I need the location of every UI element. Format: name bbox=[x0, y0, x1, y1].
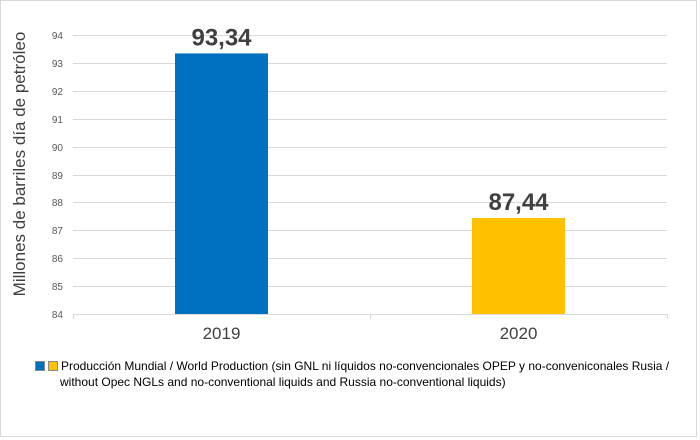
y-tick-label: 90 bbox=[52, 143, 64, 154]
legend-swatch-2019 bbox=[35, 361, 45, 371]
y-tick-label: 92 bbox=[52, 87, 64, 98]
x-tick-label: 2020 bbox=[500, 324, 538, 343]
y-tick-label: 85 bbox=[52, 282, 64, 293]
legend-text-line1: Producción Mundial / World Production (s… bbox=[61, 359, 670, 373]
y-tick-label: 93 bbox=[52, 59, 64, 70]
x-axis bbox=[73, 314, 668, 319]
y-tick-label: 87 bbox=[52, 226, 64, 237]
legend-row-1: Producción Mundial / World Production (s… bbox=[35, 358, 695, 374]
legend-text-line2: without Opec NGLs and no-conventional li… bbox=[60, 375, 506, 389]
x-tick-labels: 2019 2020 bbox=[203, 324, 538, 343]
y-tick-label: 94 bbox=[52, 31, 64, 42]
bar-2019 bbox=[175, 53, 268, 314]
y-tick-label: 91 bbox=[52, 115, 64, 126]
y-tick-label: 89 bbox=[52, 171, 64, 182]
data-label: 93,34 bbox=[191, 24, 252, 51]
x-tick-label: 2019 bbox=[203, 324, 241, 343]
y-tick-label: 84 bbox=[52, 310, 64, 321]
gridlines bbox=[73, 35, 667, 287]
bar-2020 bbox=[472, 218, 565, 314]
y-tick-label: 88 bbox=[52, 198, 64, 209]
legend-row-2: without Opec NGLs and no-conventional li… bbox=[35, 374, 695, 390]
data-label: 87,44 bbox=[488, 189, 549, 216]
y-tick-label: 86 bbox=[52, 254, 64, 265]
legend: Producción Mundial / World Production (s… bbox=[35, 358, 695, 390]
data-labels: 93,34 87,44 bbox=[191, 24, 549, 216]
bars bbox=[175, 53, 565, 314]
legend-swatch-2020 bbox=[48, 361, 58, 371]
y-tick-labels: 84 85 86 87 88 89 90 91 92 93 94 bbox=[52, 31, 64, 321]
y-axis-title: Millones de barriles día de petróleo bbox=[10, 31, 29, 297]
